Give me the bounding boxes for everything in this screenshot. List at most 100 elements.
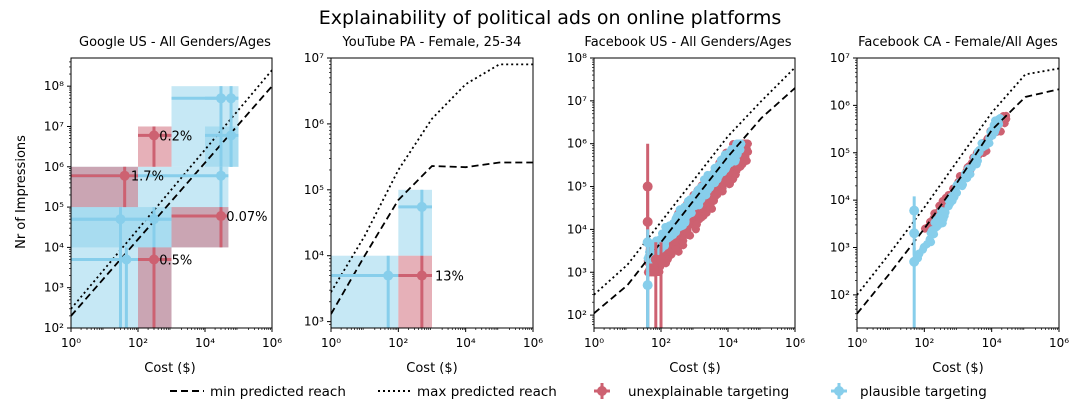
- data-point: [972, 160, 981, 169]
- data-point: [683, 211, 692, 220]
- x-tick-label: 10⁶: [785, 336, 805, 350]
- x-tick-label: 10²: [914, 336, 934, 350]
- y-tick-label: 10²: [830, 288, 850, 302]
- data-point: [698, 189, 707, 198]
- y-tick-label: 10⁴: [830, 193, 850, 207]
- data-label: 0.2%: [159, 129, 192, 144]
- data-point: [714, 162, 723, 171]
- max-reach-line: [331, 63, 533, 293]
- y-tick-label: 10⁷: [304, 51, 324, 65]
- data-point: [692, 220, 701, 229]
- data-point: [909, 256, 920, 267]
- y-tick-label: 10⁷: [567, 94, 587, 108]
- data-point: [914, 249, 923, 258]
- axes-frame: [70, 57, 273, 329]
- max-reach-line: [71, 69, 272, 310]
- min-reach-line: [594, 87, 795, 314]
- y-tick-label: 10⁸: [567, 51, 587, 65]
- x-tick-label: 10⁴: [982, 336, 1002, 350]
- x-tick-label: 10⁰: [584, 336, 604, 350]
- data-point: [119, 170, 130, 181]
- legend-plausible-marker: [831, 383, 847, 399]
- data-point: [226, 130, 237, 141]
- data-point: [672, 228, 681, 237]
- data-point: [946, 192, 955, 201]
- data-label: 0.07%: [226, 210, 267, 225]
- y-tick-label: 10³: [304, 315, 324, 329]
- x-tick-label: 10⁶: [523, 336, 543, 350]
- data-point: [148, 214, 159, 225]
- plausible-cloud: [913, 114, 1005, 263]
- data-label: 1.7%: [131, 170, 164, 185]
- plot-area: [594, 66, 795, 328]
- data-point: [383, 270, 394, 281]
- panel-title: Google US - All Genders/Ages: [79, 35, 271, 50]
- panel-title: Facebook CA - Female/All Ages: [858, 35, 1058, 50]
- plausible-point: [71, 247, 138, 328]
- panel-facebook-us: Facebook US - All Genders/Ages Cost ($) …: [567, 35, 805, 376]
- y-tick-label: 10⁵: [44, 200, 64, 214]
- panel-title: YouTube PA - Female, 25-34: [342, 35, 522, 50]
- unexplainable-point: [71, 166, 138, 208]
- plausible-point: [331, 255, 399, 328]
- x-tick-label: 10⁶: [1049, 336, 1069, 350]
- y-axis-label: Nr of Impressions: [14, 135, 29, 249]
- data-point: [642, 280, 653, 291]
- data-point: [703, 170, 712, 179]
- x-tick-label: 10²: [128, 336, 148, 350]
- data-point: [946, 199, 955, 208]
- min-reach-line: [857, 88, 1059, 315]
- data-point: [925, 235, 934, 244]
- min-reach-line: [71, 85, 272, 317]
- y-tick-label: 10³: [830, 241, 850, 255]
- data-point: [226, 93, 237, 104]
- y-tick-label: 10⁷: [44, 119, 64, 133]
- data-point: [215, 170, 226, 181]
- unexplainable-point: [138, 126, 172, 167]
- data-point: [933, 222, 942, 231]
- data-point: [932, 216, 941, 225]
- y-tick-label: 10⁶: [830, 98, 850, 112]
- x-tick-label: 10⁰: [61, 336, 81, 350]
- y-tick-label: 10³: [44, 281, 64, 295]
- x-tick-label: 10⁴: [195, 336, 215, 350]
- panel-youtube-pa: YouTube PA - Female, 25-34 Cost ($) 13% 1…: [304, 35, 543, 376]
- data-point: [929, 227, 938, 236]
- data-point: [121, 254, 132, 265]
- y-tick-label: 10⁴: [567, 222, 587, 236]
- legend-max-label: max predicted reach: [417, 384, 557, 400]
- data-point: [992, 123, 1001, 132]
- panel-facebook-ca: Facebook CA - Female/All Ages Cost ($) 1…: [830, 35, 1069, 376]
- data-point: [941, 208, 950, 217]
- data-point: [744, 147, 753, 156]
- plausible-point: [642, 272, 653, 328]
- plausible-point: [205, 126, 239, 167]
- legend: min predicted reach max predicted reach …: [170, 383, 987, 400]
- y-tick-label: 10⁶: [304, 117, 324, 131]
- data-point: [416, 270, 427, 281]
- data-point: [686, 231, 695, 240]
- plausible-point: [398, 189, 432, 256]
- data-point: [679, 241, 688, 250]
- data-label: 13%: [435, 270, 464, 285]
- x-tick-label: 10²: [651, 336, 671, 350]
- figure-title: Explainability of political ads on onlin…: [319, 7, 782, 29]
- x-tick-label: 10⁰: [847, 336, 867, 350]
- unexplainable-point: [398, 255, 432, 328]
- data-point: [656, 254, 666, 265]
- data-point: [642, 237, 653, 248]
- data-point: [148, 130, 159, 141]
- y-tick-label: 10⁸: [44, 79, 64, 93]
- data-point: [671, 243, 680, 252]
- y-tick-label: 10⁶: [567, 137, 587, 151]
- legend-unexplainable-label: unexplainable targeting: [628, 384, 789, 400]
- data-point: [662, 233, 671, 242]
- x-tick-label: 10⁴: [456, 336, 476, 350]
- data-point: [148, 254, 159, 265]
- panel-google-us: Google US - All Genders/Ages Cost ($) Nr…: [14, 35, 282, 376]
- x-tick-label: 10⁴: [718, 336, 738, 350]
- plot-area: [857, 67, 1059, 328]
- plausible-point: [909, 196, 920, 234]
- axes-frame: [856, 57, 1060, 329]
